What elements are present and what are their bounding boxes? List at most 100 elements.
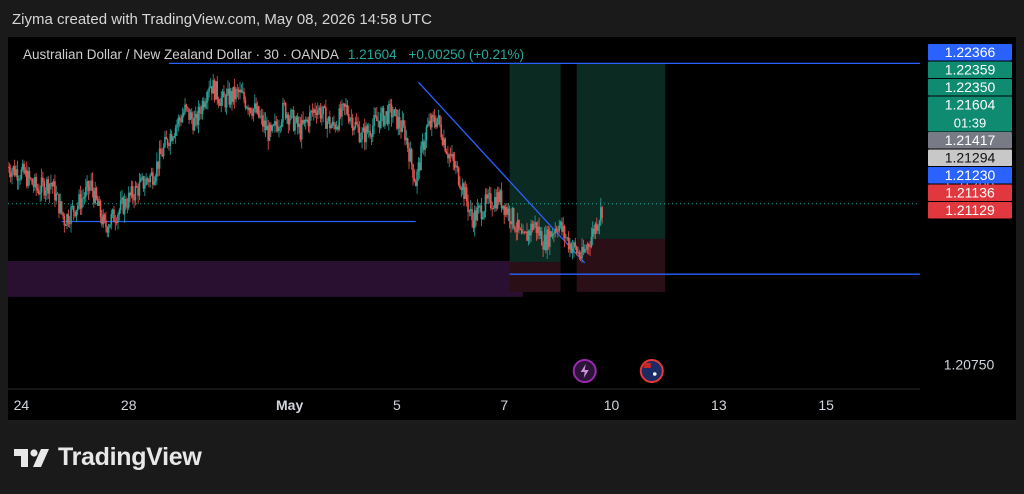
candle-body <box>66 214 68 226</box>
candle-body <box>134 186 137 201</box>
candle-body <box>190 112 193 119</box>
price-label-value: 1.21136 <box>945 185 995 201</box>
candle-body <box>571 248 574 253</box>
candle-body <box>363 127 366 143</box>
candle-body <box>546 229 548 251</box>
candle-body <box>248 108 251 111</box>
candle-body <box>279 127 282 129</box>
candle-body <box>130 186 133 196</box>
candle-body <box>570 243 573 253</box>
candle-body <box>264 120 267 131</box>
candle-body <box>303 119 306 124</box>
candle-body <box>113 209 115 222</box>
x-tick-label: 28 <box>121 397 137 413</box>
candle-body <box>28 170 31 179</box>
candle-body <box>514 227 516 232</box>
candle-body <box>157 161 160 169</box>
candle-body <box>148 180 150 183</box>
candle-body <box>402 120 405 126</box>
candle-body <box>164 136 166 147</box>
candle-body <box>398 117 401 128</box>
candle-body <box>211 86 213 94</box>
candle-body <box>111 209 114 215</box>
candle-body <box>508 208 511 222</box>
candle-body <box>188 108 190 120</box>
candle-body <box>431 115 433 128</box>
candle-body <box>240 89 243 93</box>
candle-body <box>51 182 54 187</box>
candle-body <box>528 231 531 236</box>
candle-body <box>467 201 469 212</box>
candle-body <box>209 86 212 88</box>
candle-body <box>531 223 534 230</box>
y-tick-label: 1.20750 <box>944 357 995 373</box>
candle-body <box>247 107 249 111</box>
candle-body <box>71 206 74 208</box>
candle-body <box>139 178 142 182</box>
candle-body <box>76 205 79 211</box>
candle-body <box>213 80 216 100</box>
candle-body <box>334 124 337 130</box>
candle-body <box>94 187 96 204</box>
candle-body <box>504 206 507 215</box>
candle-body <box>600 207 602 221</box>
candle-body <box>193 117 196 131</box>
candle-body <box>597 225 599 231</box>
candle-body <box>473 210 476 229</box>
candle-body <box>64 225 67 226</box>
candle-body <box>82 197 84 199</box>
candle-body <box>129 192 131 196</box>
candle-body <box>47 179 50 194</box>
candle-body <box>127 192 130 208</box>
candle-body <box>512 208 515 228</box>
candle-body <box>172 137 174 141</box>
lightning-glyph <box>580 364 589 378</box>
candle-body <box>569 243 571 250</box>
candle-body <box>418 162 421 171</box>
candle-body <box>169 133 172 146</box>
candle-body <box>372 125 374 137</box>
candle-body <box>23 163 25 174</box>
candle-body <box>286 114 288 119</box>
price-label-box <box>928 184 1012 201</box>
candle-body <box>559 221 562 226</box>
candle-body <box>494 196 496 209</box>
candle-body <box>492 208 495 209</box>
candle-body <box>149 175 151 183</box>
candle-body <box>439 115 441 125</box>
candle-body <box>145 178 147 186</box>
candle-body <box>421 141 424 146</box>
candle-body <box>381 107 383 113</box>
candle-body <box>137 187 139 196</box>
candle-body <box>534 222 536 224</box>
candle-body <box>267 125 269 141</box>
candle-body <box>346 104 349 114</box>
last-price: 1.21604 <box>347 47 397 62</box>
candle-body <box>283 103 286 104</box>
tradingview-logo: TradingView <box>14 443 202 472</box>
candle-body <box>416 171 418 187</box>
candle-body <box>97 198 99 206</box>
x-tick-label: 10 <box>604 397 620 413</box>
candle-body <box>239 89 241 93</box>
candle-body <box>89 186 91 191</box>
candle-body <box>221 91 224 98</box>
candle-body <box>420 145 422 171</box>
candle-body <box>101 216 103 225</box>
price-label-value: 1.21230 <box>945 167 996 183</box>
candle-body <box>385 111 388 116</box>
candle-body <box>563 226 566 238</box>
candle-body <box>601 207 603 218</box>
candle-body <box>408 148 410 162</box>
candle-body <box>165 136 168 140</box>
candle-body <box>34 177 36 187</box>
candle-body <box>562 226 565 232</box>
candle-body <box>207 91 209 101</box>
candle-body <box>426 124 429 127</box>
candle-body <box>522 232 524 234</box>
candle-body <box>252 108 255 116</box>
candle-body <box>290 110 292 120</box>
candle-body <box>547 229 550 247</box>
